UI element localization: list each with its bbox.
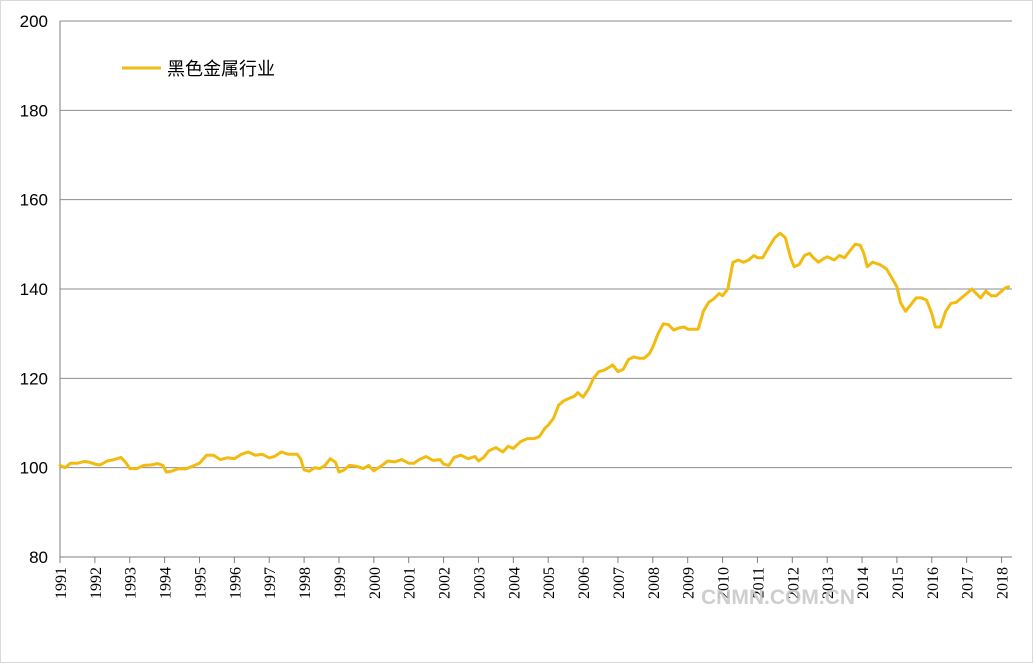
x-tick-label: 2001 xyxy=(402,567,419,599)
x-tick-label: 1991 xyxy=(53,567,70,599)
x-tick-label: 2012 xyxy=(785,567,802,599)
x-tick-label: 2014 xyxy=(855,567,872,599)
y-tick-label: 200 xyxy=(20,12,48,31)
x-tick-label: 1997 xyxy=(262,567,279,599)
x-tick-label: 2017 xyxy=(960,567,977,599)
x-tick-label: 1994 xyxy=(158,567,175,599)
x-tick-label: 2005 xyxy=(541,567,558,599)
x-tick-label: 1999 xyxy=(332,567,349,599)
x-tick-label: 2015 xyxy=(890,567,907,599)
x-tick-label: 1992 xyxy=(88,567,105,599)
x-tick-label: 2013 xyxy=(820,567,837,599)
x-tick-label: 2006 xyxy=(576,567,593,599)
x-tick-label: 2011 xyxy=(750,567,767,598)
y-tick-label: 160 xyxy=(20,191,48,210)
y-tick-label: 140 xyxy=(20,280,48,299)
x-tick-label: 2003 xyxy=(471,567,488,599)
x-tick-label: 1996 xyxy=(227,567,244,599)
y-tick-label: 100 xyxy=(20,459,48,478)
legend-label: 黑色金属行业 xyxy=(167,59,275,80)
x-tick-label: 2007 xyxy=(611,567,628,599)
x-tick-label: 2000 xyxy=(367,567,384,599)
x-tick-label: 2008 xyxy=(646,567,663,599)
x-tick-label: 1998 xyxy=(297,567,314,599)
y-tick-label: 180 xyxy=(20,101,48,120)
series-lines xyxy=(58,231,1010,474)
x-tick-label: 2016 xyxy=(925,567,942,599)
x-tick-label: 2010 xyxy=(716,567,733,599)
y-tick-label: 120 xyxy=(20,369,48,388)
x-tick-label: 2004 xyxy=(506,567,523,599)
x-axis-tick-labels: 1991 1992 1993 1994 1995 1996 1997 1998 1999 2000… xyxy=(53,557,1012,599)
y-axis-tick-labels: 200 180 160 140 120 100 80 xyxy=(20,12,48,567)
x-tick-label: 1995 xyxy=(192,567,209,599)
x-tick-label: 2002 xyxy=(437,567,454,599)
watermark-text: CNMN.COM.CN xyxy=(701,586,855,609)
gridlines xyxy=(60,20,1012,469)
series-line-0 xyxy=(58,231,1010,474)
y-tick-label: 80 xyxy=(29,548,48,567)
legend: 黑色金属行业 xyxy=(122,59,275,80)
x-tick-label: 2009 xyxy=(681,567,698,599)
axes xyxy=(59,21,1012,558)
x-tick-label: 1993 xyxy=(123,567,140,599)
x-tick-label: 2018 xyxy=(995,567,1012,599)
